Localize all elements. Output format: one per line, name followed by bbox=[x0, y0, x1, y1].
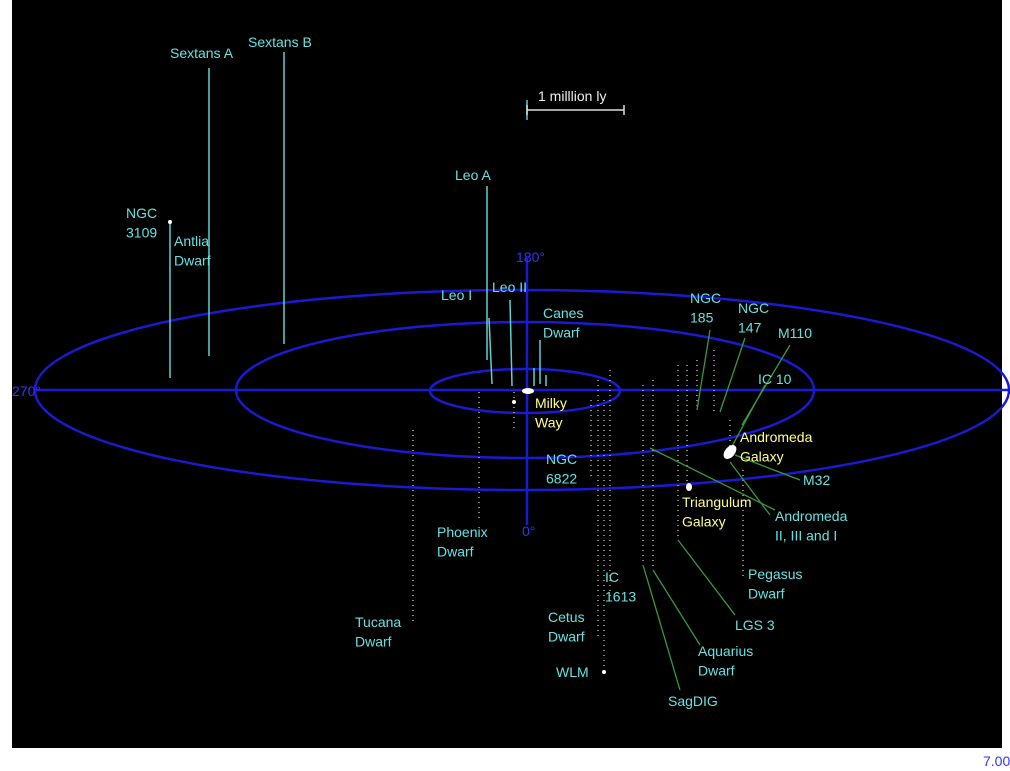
background bbox=[12, 0, 1002, 748]
galaxy-label: NGC 3109 bbox=[126, 205, 157, 241]
axis-label: 180° bbox=[516, 249, 545, 265]
galaxy-label: Pegasus Dwarf bbox=[748, 566, 802, 602]
leader bbox=[729, 384, 766, 451]
label-line: Way bbox=[535, 415, 562, 431]
dot bbox=[512, 400, 516, 404]
galaxy-label: Phoenix Dwarf bbox=[437, 524, 488, 560]
galaxy-label: Leo II bbox=[492, 279, 527, 295]
scale-label: 1 milllion ly bbox=[538, 88, 606, 104]
galaxy-label: IC 10 bbox=[758, 371, 792, 387]
andromeda bbox=[723, 445, 737, 459]
leader bbox=[652, 569, 701, 646]
label-line: Canes bbox=[543, 305, 583, 321]
galaxy-label: Milky Way bbox=[535, 395, 567, 431]
galaxy-label: Antlia Dwarf bbox=[174, 233, 211, 269]
galaxy-label: LGS 3 bbox=[735, 617, 775, 633]
label-line: Dwarf bbox=[748, 586, 785, 602]
label-line: M110 bbox=[778, 325, 812, 341]
label-line: NGC bbox=[546, 451, 577, 467]
label-line: NGC bbox=[690, 290, 721, 306]
galaxy-label: NGC 6822 bbox=[546, 451, 577, 487]
galaxy-marks bbox=[168, 220, 737, 674]
galaxy-label: Sextans B bbox=[248, 34, 312, 50]
leader bbox=[642, 564, 681, 691]
label-line: Cetus bbox=[548, 609, 585, 625]
leader bbox=[729, 461, 771, 516]
galaxy-label: Andromeda Galaxy bbox=[740, 429, 813, 465]
label-line: Leo I bbox=[441, 287, 472, 303]
leader bbox=[734, 454, 801, 481]
label-line: Phoenix bbox=[437, 524, 488, 540]
corner-code: 7.00 bbox=[983, 753, 1010, 769]
galaxy-label: M32 bbox=[803, 472, 830, 488]
label-line: IC 10 bbox=[758, 371, 792, 387]
label-line: Leo A bbox=[455, 167, 491, 183]
leader bbox=[696, 329, 711, 411]
galaxy-label: Leo A bbox=[455, 167, 491, 183]
galaxy-label: Tucana Dwarf bbox=[355, 614, 401, 650]
galaxy-label: NGC 147 bbox=[738, 300, 769, 336]
axis-label: 270° bbox=[12, 383, 41, 399]
label-line: Galaxy bbox=[740, 449, 784, 465]
milky-way bbox=[522, 388, 534, 394]
label-line: 185 bbox=[690, 310, 714, 326]
label-line: Andromeda bbox=[775, 508, 848, 524]
label-line: Antlia bbox=[174, 233, 209, 249]
axis-label: 0° bbox=[522, 523, 535, 539]
label-line: Milky bbox=[535, 395, 567, 411]
label-line: 3109 bbox=[126, 225, 157, 241]
label-line: Dwarf bbox=[355, 634, 392, 650]
label-line: II, III and I bbox=[775, 528, 837, 544]
galaxy-label: WLM bbox=[556, 664, 589, 680]
label-line: Dwarf bbox=[174, 253, 211, 269]
label-line: Dwarf bbox=[437, 544, 474, 560]
cyan-leaders bbox=[169, 52, 625, 387]
galaxy-label: Leo I bbox=[441, 287, 472, 303]
leader bbox=[677, 539, 736, 616]
label-line: WLM bbox=[556, 664, 589, 680]
dot bbox=[602, 670, 606, 674]
leader bbox=[509, 299, 513, 387]
label-line: Galaxy bbox=[682, 514, 726, 530]
label-line: Andromeda bbox=[740, 429, 813, 445]
galaxy-label: M110 bbox=[778, 325, 812, 341]
label-line: SagDIG bbox=[668, 693, 718, 709]
leader bbox=[488, 317, 493, 385]
label-line: IC bbox=[605, 569, 619, 585]
label-line: Sextans B bbox=[248, 34, 312, 50]
label-line: Pegasus bbox=[748, 566, 802, 582]
label-line: M32 bbox=[803, 472, 830, 488]
leader bbox=[719, 337, 746, 413]
label-line: Dwarf bbox=[698, 663, 735, 679]
label-line: NGC bbox=[126, 205, 157, 221]
label-line: Leo II bbox=[492, 279, 527, 295]
label-line: LGS 3 bbox=[735, 617, 775, 633]
triangulum bbox=[686, 483, 692, 491]
dotted-drops bbox=[412, 350, 744, 672]
leader bbox=[649, 447, 776, 511]
galaxy-label: Aquarius Dwarf bbox=[698, 643, 753, 679]
label-line: Dwarf bbox=[548, 629, 585, 645]
galaxy-label: NGC 185 bbox=[690, 290, 721, 326]
dot bbox=[168, 220, 172, 224]
label-line: Dwarf bbox=[543, 325, 580, 341]
label-line: NGC bbox=[738, 300, 769, 316]
label-line: Sextans A bbox=[170, 45, 234, 61]
label-line: Triangulum bbox=[682, 494, 752, 510]
label-line: 6822 bbox=[546, 471, 577, 487]
galaxy-label: Andromeda II, III and I bbox=[775, 508, 848, 544]
galaxy-label: Triangulum Galaxy bbox=[682, 494, 752, 530]
galaxy-label: Canes Dwarf bbox=[543, 305, 583, 341]
galaxy-label: Sextans A bbox=[170, 45, 234, 61]
label-line: Aquarius bbox=[698, 643, 753, 659]
galaxy-label: IC 1613 bbox=[605, 569, 636, 605]
green-leaders bbox=[642, 329, 801, 691]
label-line: Tucana bbox=[355, 614, 401, 630]
galaxy-label: Cetus Dwarf bbox=[548, 609, 585, 645]
galaxy-label: SagDIG bbox=[668, 693, 718, 709]
label-line: 1613 bbox=[605, 589, 636, 605]
label-line: 147 bbox=[738, 320, 762, 336]
